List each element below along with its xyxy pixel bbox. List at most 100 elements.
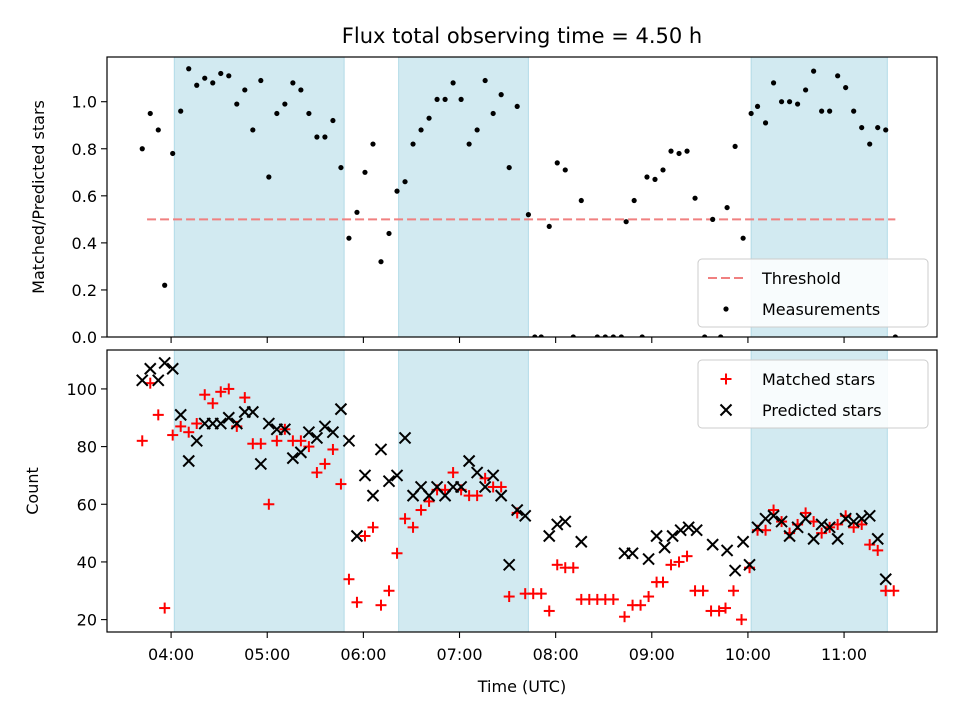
matched-point bbox=[665, 559, 677, 571]
measurement-point bbox=[202, 75, 208, 81]
matched-point bbox=[635, 599, 647, 611]
predicted-point bbox=[222, 411, 235, 424]
predicted-point bbox=[136, 374, 149, 387]
matched-point bbox=[191, 418, 203, 430]
measurement-point bbox=[724, 204, 730, 211]
measurement-point bbox=[458, 96, 464, 102]
y-tick-label: 100 bbox=[66, 380, 97, 399]
legend-predicted-swatch bbox=[719, 403, 733, 417]
measurement-point bbox=[362, 169, 368, 175]
predicted-point bbox=[575, 535, 588, 548]
predicted-point-b bbox=[294, 446, 308, 459]
matched-point bbox=[657, 576, 669, 588]
predicted-point bbox=[879, 573, 892, 586]
predicted-point bbox=[736, 535, 750, 548]
predicted-point-b bbox=[559, 515, 572, 528]
axes-frame bbox=[106, 349, 938, 633]
predicted-point-b bbox=[158, 356, 171, 370]
predicted-point bbox=[775, 515, 788, 528]
predicted-point-b bbox=[318, 420, 332, 433]
measurement-point bbox=[170, 150, 176, 157]
matched-point bbox=[271, 435, 283, 447]
measurement-point bbox=[250, 127, 256, 133]
predicted-point bbox=[286, 451, 300, 465]
predicted-point bbox=[278, 423, 292, 436]
legend-label: Measurements bbox=[762, 300, 880, 319]
measurement-point bbox=[178, 108, 184, 114]
measurement-point bbox=[748, 110, 754, 117]
predicted-point bbox=[214, 417, 227, 430]
measurement-point bbox=[843, 84, 849, 91]
predicted-point-b bbox=[642, 552, 655, 566]
predicted-point-b bbox=[736, 535, 750, 548]
predicted-point-b bbox=[494, 489, 508, 502]
measurement-point bbox=[410, 141, 416, 147]
predicted-point-b bbox=[759, 512, 772, 525]
measurement-point bbox=[290, 80, 296, 86]
matched-point bbox=[479, 472, 491, 484]
predicted-point bbox=[382, 474, 396, 488]
predicted-point bbox=[863, 509, 876, 523]
matched-point bbox=[423, 495, 435, 507]
measurement-point bbox=[394, 188, 400, 194]
axes-frame bbox=[106, 56, 938, 338]
measurement-point bbox=[354, 209, 360, 215]
predicted-point-b bbox=[650, 529, 663, 543]
y-axis-label: Matched/Predicted stars bbox=[29, 100, 48, 294]
y-tick-label: 40 bbox=[77, 553, 97, 572]
y-tick-label: 0.6 bbox=[72, 187, 97, 206]
matched-point bbox=[311, 467, 323, 479]
predicted-point-b bbox=[190, 434, 203, 448]
matched-point bbox=[415, 504, 427, 516]
matched-point bbox=[681, 550, 693, 562]
predicted-point bbox=[366, 489, 380, 502]
predicted-point-b bbox=[222, 411, 235, 424]
measurement-point bbox=[314, 134, 320, 140]
y-tick-label: 0.0 bbox=[72, 328, 97, 347]
matched-point bbox=[175, 420, 187, 432]
x-tick-label: 08:00 bbox=[533, 645, 579, 664]
predicted-point bbox=[720, 544, 734, 557]
measurement-point bbox=[210, 80, 216, 86]
measurement-point bbox=[835, 73, 841, 79]
measurement-point bbox=[322, 134, 328, 140]
predicted-point bbox=[374, 443, 388, 456]
predicted-point bbox=[470, 466, 484, 479]
matched-point bbox=[713, 605, 725, 617]
x-tick-label: 07:00 bbox=[436, 645, 482, 664]
matched-point bbox=[375, 599, 387, 611]
matched-point bbox=[407, 521, 419, 533]
predicted-point-b bbox=[767, 509, 780, 523]
predicted-point bbox=[871, 532, 884, 546]
predicted-point-b bbox=[326, 425, 340, 439]
predicted-point-b bbox=[871, 532, 884, 546]
measurement-point bbox=[370, 141, 376, 147]
measurement-point bbox=[710, 216, 716, 222]
predicted-point bbox=[847, 515, 860, 528]
measurement-point bbox=[490, 110, 496, 117]
predicted-point bbox=[342, 434, 356, 448]
predicted-point-b bbox=[839, 512, 852, 525]
y-axis-label: Count bbox=[23, 467, 42, 515]
measurement-point bbox=[660, 167, 666, 173]
matched-point bbox=[255, 438, 267, 450]
y-tick-label: 0.2 bbox=[72, 281, 97, 300]
predicted-point bbox=[502, 558, 516, 572]
matched-point bbox=[207, 397, 219, 409]
predicted-point-b bbox=[350, 529, 364, 543]
predicted-point bbox=[706, 538, 719, 551]
measurement-point bbox=[402, 179, 408, 185]
matched-point bbox=[159, 602, 171, 614]
matched-point bbox=[295, 435, 307, 447]
y-tick-label: 1.0 bbox=[72, 93, 97, 112]
predicted-point bbox=[831, 532, 844, 546]
predicted-point bbox=[190, 434, 203, 448]
x-tick-label: 05:00 bbox=[244, 645, 290, 664]
predicted-point-b bbox=[674, 524, 687, 537]
measurement-point bbox=[139, 146, 145, 152]
predicted-point bbox=[294, 446, 308, 459]
measurement-point bbox=[867, 141, 873, 147]
legend-box bbox=[697, 258, 929, 328]
measurement-point bbox=[234, 101, 240, 107]
